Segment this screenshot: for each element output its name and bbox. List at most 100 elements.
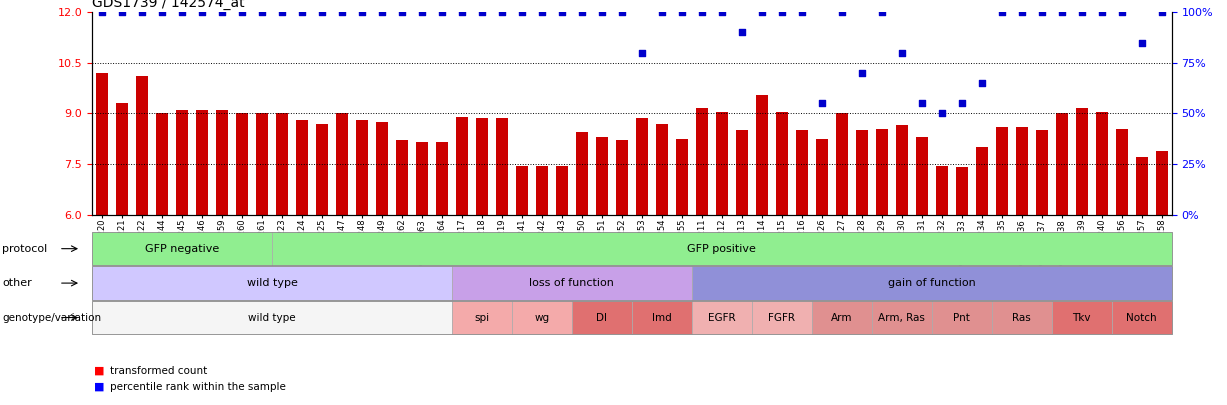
- Point: [812, 100, 832, 107]
- Bar: [975, 147, 988, 215]
- Bar: [436, 142, 448, 215]
- Bar: [616, 141, 628, 215]
- Point: [933, 110, 952, 117]
- Point: [552, 9, 572, 15]
- Text: Imd: Imd: [652, 313, 671, 322]
- Bar: [515, 166, 528, 215]
- Bar: [676, 139, 688, 215]
- Bar: [956, 167, 968, 215]
- Text: genotype/variation: genotype/variation: [2, 313, 102, 322]
- Bar: [175, 110, 188, 215]
- Text: percentile rank within the sample: percentile rank within the sample: [110, 382, 286, 392]
- Point: [612, 9, 632, 15]
- Text: GFP positive: GFP positive: [687, 244, 756, 254]
- Point: [292, 9, 312, 15]
- Bar: [216, 110, 228, 215]
- Bar: [1076, 109, 1088, 215]
- Point: [752, 9, 772, 15]
- Bar: [556, 166, 568, 215]
- Point: [991, 9, 1011, 15]
- Bar: [317, 124, 328, 215]
- Point: [172, 9, 191, 15]
- Bar: [256, 113, 267, 215]
- Text: wild type: wild type: [247, 278, 297, 288]
- Point: [92, 9, 112, 15]
- Bar: [756, 95, 768, 215]
- Bar: [596, 137, 607, 215]
- Point: [952, 100, 972, 107]
- Bar: [296, 120, 308, 215]
- Text: Ras: Ras: [1012, 313, 1031, 322]
- Point: [492, 9, 512, 15]
- Text: gain of function: gain of function: [888, 278, 975, 288]
- Point: [412, 9, 432, 15]
- Point: [872, 9, 892, 15]
- Bar: [396, 141, 407, 215]
- Bar: [1156, 151, 1168, 215]
- Bar: [156, 113, 168, 215]
- Point: [892, 49, 912, 56]
- Bar: [1115, 129, 1128, 215]
- Text: Dl: Dl: [596, 313, 607, 322]
- Bar: [696, 109, 708, 215]
- Point: [593, 9, 612, 15]
- Bar: [356, 120, 368, 215]
- Bar: [96, 73, 108, 215]
- Point: [692, 9, 712, 15]
- Text: FGFR: FGFR: [768, 313, 795, 322]
- Point: [793, 9, 812, 15]
- Point: [1112, 9, 1131, 15]
- Bar: [236, 113, 248, 215]
- Text: EGFR: EGFR: [708, 313, 736, 322]
- Bar: [276, 113, 288, 215]
- Text: Arm: Arm: [831, 313, 853, 322]
- Point: [212, 9, 232, 15]
- Bar: [1016, 127, 1028, 215]
- Point: [452, 9, 471, 15]
- Point: [432, 9, 452, 15]
- Point: [772, 9, 791, 15]
- Bar: [476, 119, 488, 215]
- Point: [672, 9, 692, 15]
- Point: [1072, 9, 1092, 15]
- Point: [133, 9, 152, 15]
- Point: [112, 9, 131, 15]
- Text: other: other: [2, 278, 32, 288]
- Bar: [117, 103, 128, 215]
- Bar: [575, 132, 588, 215]
- Point: [352, 9, 372, 15]
- Bar: [836, 113, 848, 215]
- Bar: [636, 119, 648, 215]
- Bar: [715, 112, 728, 215]
- Text: GDS1739 / 142574_at: GDS1739 / 142574_at: [92, 0, 244, 10]
- Point: [533, 9, 552, 15]
- Point: [253, 9, 272, 15]
- Point: [712, 9, 731, 15]
- Bar: [416, 142, 428, 215]
- Bar: [915, 137, 928, 215]
- Point: [852, 70, 871, 76]
- Text: protocol: protocol: [2, 244, 48, 254]
- Point: [912, 100, 931, 107]
- Point: [1012, 9, 1032, 15]
- Bar: [936, 166, 947, 215]
- Point: [972, 80, 991, 86]
- Bar: [876, 129, 888, 215]
- Text: transformed count: transformed count: [110, 366, 207, 375]
- Bar: [896, 125, 908, 215]
- Text: wg: wg: [535, 313, 550, 322]
- Bar: [456, 117, 467, 215]
- Text: Arm, Ras: Arm, Ras: [879, 313, 925, 322]
- Bar: [1136, 157, 1147, 215]
- Point: [232, 9, 252, 15]
- Text: ■: ■: [94, 366, 106, 375]
- Point: [632, 49, 652, 56]
- Text: loss of function: loss of function: [530, 278, 615, 288]
- Bar: [136, 76, 148, 215]
- Point: [572, 9, 591, 15]
- Text: spi: spi: [475, 313, 490, 322]
- Text: wild type: wild type: [248, 313, 296, 322]
- Point: [1052, 9, 1071, 15]
- Text: Pnt: Pnt: [953, 313, 971, 322]
- Bar: [336, 113, 348, 215]
